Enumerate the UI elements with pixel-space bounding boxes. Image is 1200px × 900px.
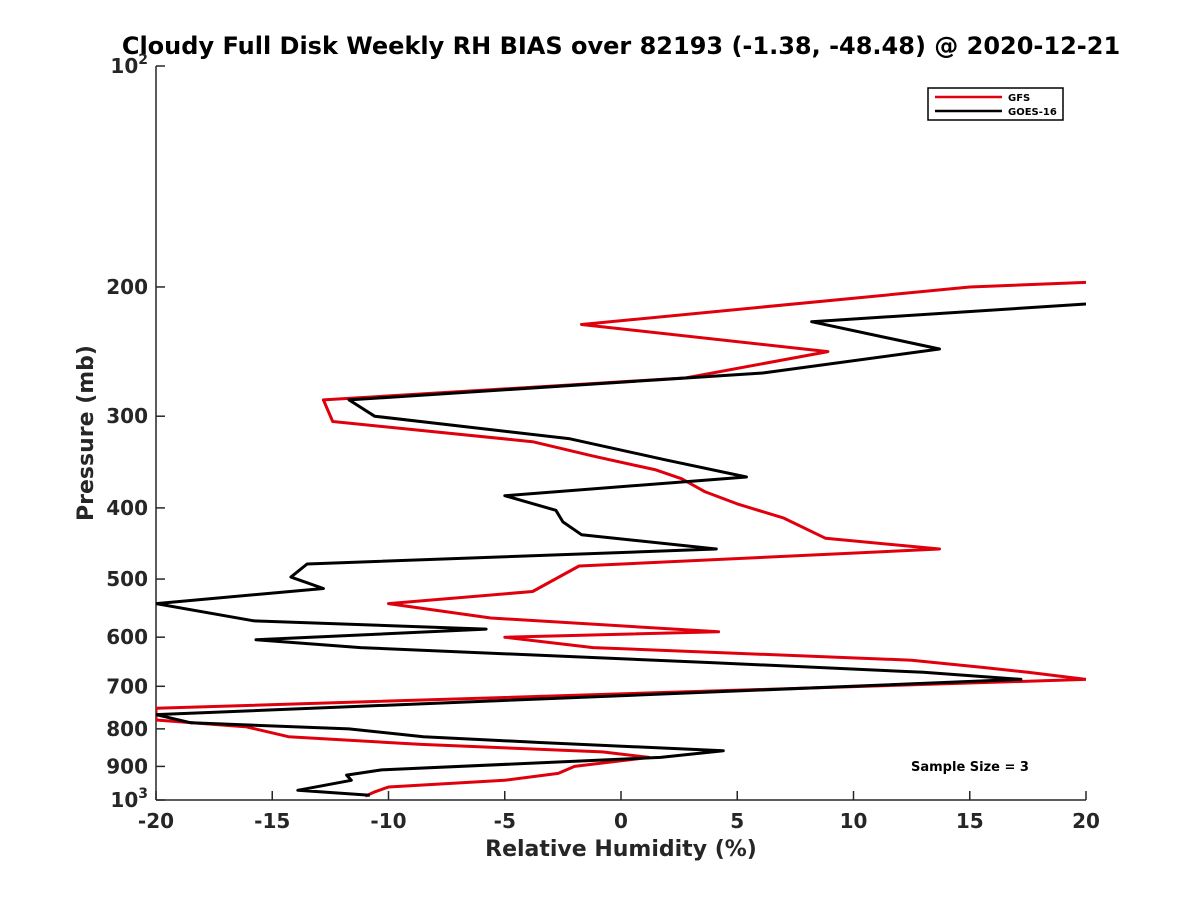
y-tick-label: 200: [106, 275, 148, 299]
legend-label-gfs: GFS: [1008, 93, 1030, 104]
x-tick-label: -15: [254, 809, 290, 833]
y-tick-label: 102: [110, 52, 148, 78]
y-tick-label-base: 900: [106, 754, 148, 778]
y-tick-label: 600: [106, 625, 148, 649]
y-tick-label-base: 10: [110, 54, 138, 78]
x-tick-label: 20: [1072, 809, 1100, 833]
x-tick-label: 10: [840, 809, 868, 833]
y-tick-label: 300: [106, 404, 148, 428]
y-axis-title: Pressure (mb): [74, 345, 99, 521]
y-tick-label-base: 700: [106, 674, 148, 698]
x-axis-title: Relative Humidity (%): [485, 837, 757, 862]
x-tick-label: 15: [956, 809, 984, 833]
plot-area: [156, 280, 1086, 798]
x-axis-ticks: -20 -15 -10 -5 0 5 10 15 20: [138, 791, 1100, 833]
y-tick-label-exponent: 2: [138, 52, 148, 68]
y-tick-label: 800: [106, 717, 148, 741]
y-tick-label-base: 800: [106, 717, 148, 741]
y-tick-label: 400: [106, 496, 148, 520]
legend: GFS GOES-16: [927, 87, 1064, 121]
y-tick-label-exponent: 3: [138, 786, 148, 802]
series-line-goes16: [156, 302, 1086, 797]
x-tick-label: -20: [138, 809, 174, 833]
y-tick-label: 500: [106, 567, 148, 591]
x-tick-label: 0: [614, 809, 628, 833]
x-tick-label: 5: [730, 809, 744, 833]
y-tick-label-base: 400: [106, 496, 148, 520]
y-tick-label: 900: [106, 754, 148, 778]
y-tick-label-base: 300: [106, 404, 148, 428]
y-tick-label: 103: [110, 786, 148, 812]
series-line-gfs: [156, 280, 1086, 798]
chart-title: Cloudy Full Disk Weekly RH BIAS over 821…: [122, 32, 1120, 60]
legend-box: [927, 87, 1064, 121]
sample-size-annotation: Sample Size = 3: [911, 760, 1029, 775]
legend-label-goes16: GOES-16: [1008, 107, 1057, 118]
y-tick-label-base: 600: [106, 625, 148, 649]
x-tick-label: -5: [494, 809, 516, 833]
x-tick-label: -10: [370, 809, 406, 833]
y-tick-label-base: 200: [106, 275, 148, 299]
y-tick-label: 700: [106, 674, 148, 698]
y-tick-label-base: 500: [106, 567, 148, 591]
y-tick-label-base: 10: [110, 788, 138, 812]
